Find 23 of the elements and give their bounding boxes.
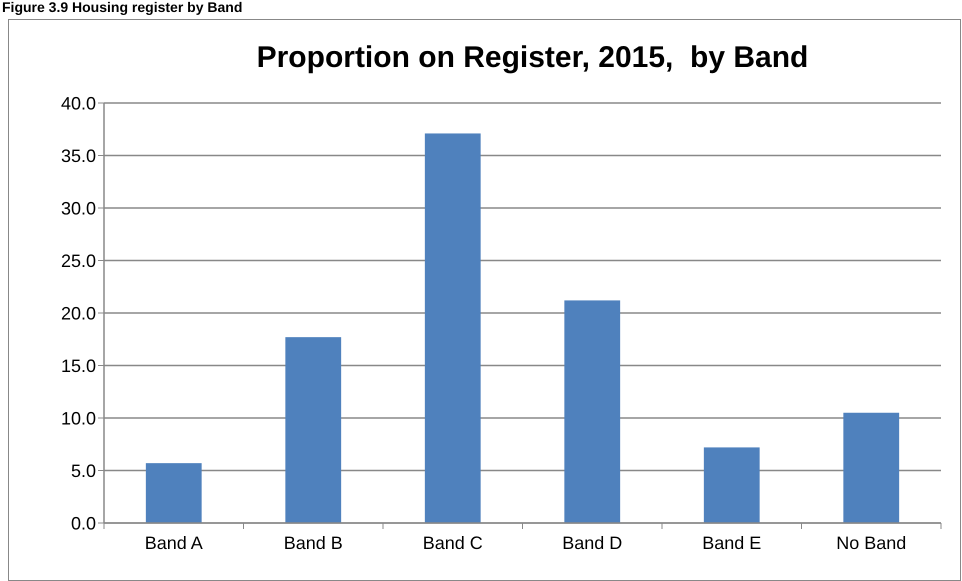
x-tick-label: No Band (836, 533, 906, 553)
bar (285, 337, 342, 523)
y-tick-label: 15.0 (60, 356, 96, 376)
y-tick-label: 35.0 (60, 146, 96, 166)
x-tick-label: Band B (284, 533, 343, 553)
bar (843, 412, 900, 523)
y-tick-label: 25.0 (60, 250, 96, 271)
y-tick-label: 20.0 (60, 303, 96, 324)
bar (704, 447, 760, 523)
x-tick-label: Band D (562, 533, 622, 553)
chart-title: Proportion on Register, 2015, by Band (256, 41, 808, 74)
y-tick-label: 10.0 (60, 408, 96, 428)
bar (564, 300, 620, 523)
y-tick-label: 30.0 (60, 198, 96, 218)
x-tick-label: Band E (702, 533, 762, 553)
caption: Figure 3.9 Housing register by Band (2, 0, 242, 15)
y-tick-label: 0.0 (70, 513, 96, 534)
y-tick-label: 40.0 (60, 93, 96, 114)
bar (424, 133, 481, 523)
bar (146, 463, 202, 523)
y-tick-label: 5.0 (70, 460, 96, 481)
x-tick-label: Band A (144, 533, 203, 553)
x-tick-label: Band C (422, 533, 483, 553)
